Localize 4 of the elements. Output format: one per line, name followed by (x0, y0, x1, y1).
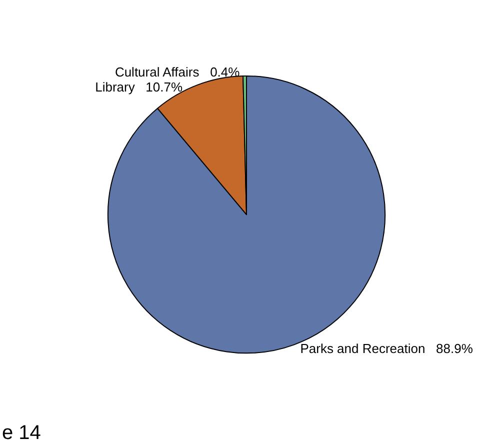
text: e 14 (2, 422, 41, 444)
slice-label: Parks and Recreation 88.9% (300, 341, 474, 356)
slice-label: Cultural Affairs 0.4% (114, 64, 240, 80)
slice-label: Library 10.7% (95, 80, 183, 94)
